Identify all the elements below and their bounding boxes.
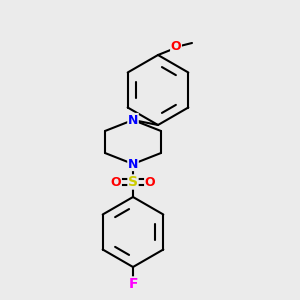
- Text: N: N: [128, 113, 138, 127]
- Text: O: O: [145, 176, 155, 188]
- Text: F: F: [128, 277, 138, 291]
- Text: O: O: [171, 40, 181, 53]
- Text: S: S: [128, 175, 138, 189]
- Text: N: N: [128, 158, 138, 170]
- Text: O: O: [111, 176, 121, 188]
